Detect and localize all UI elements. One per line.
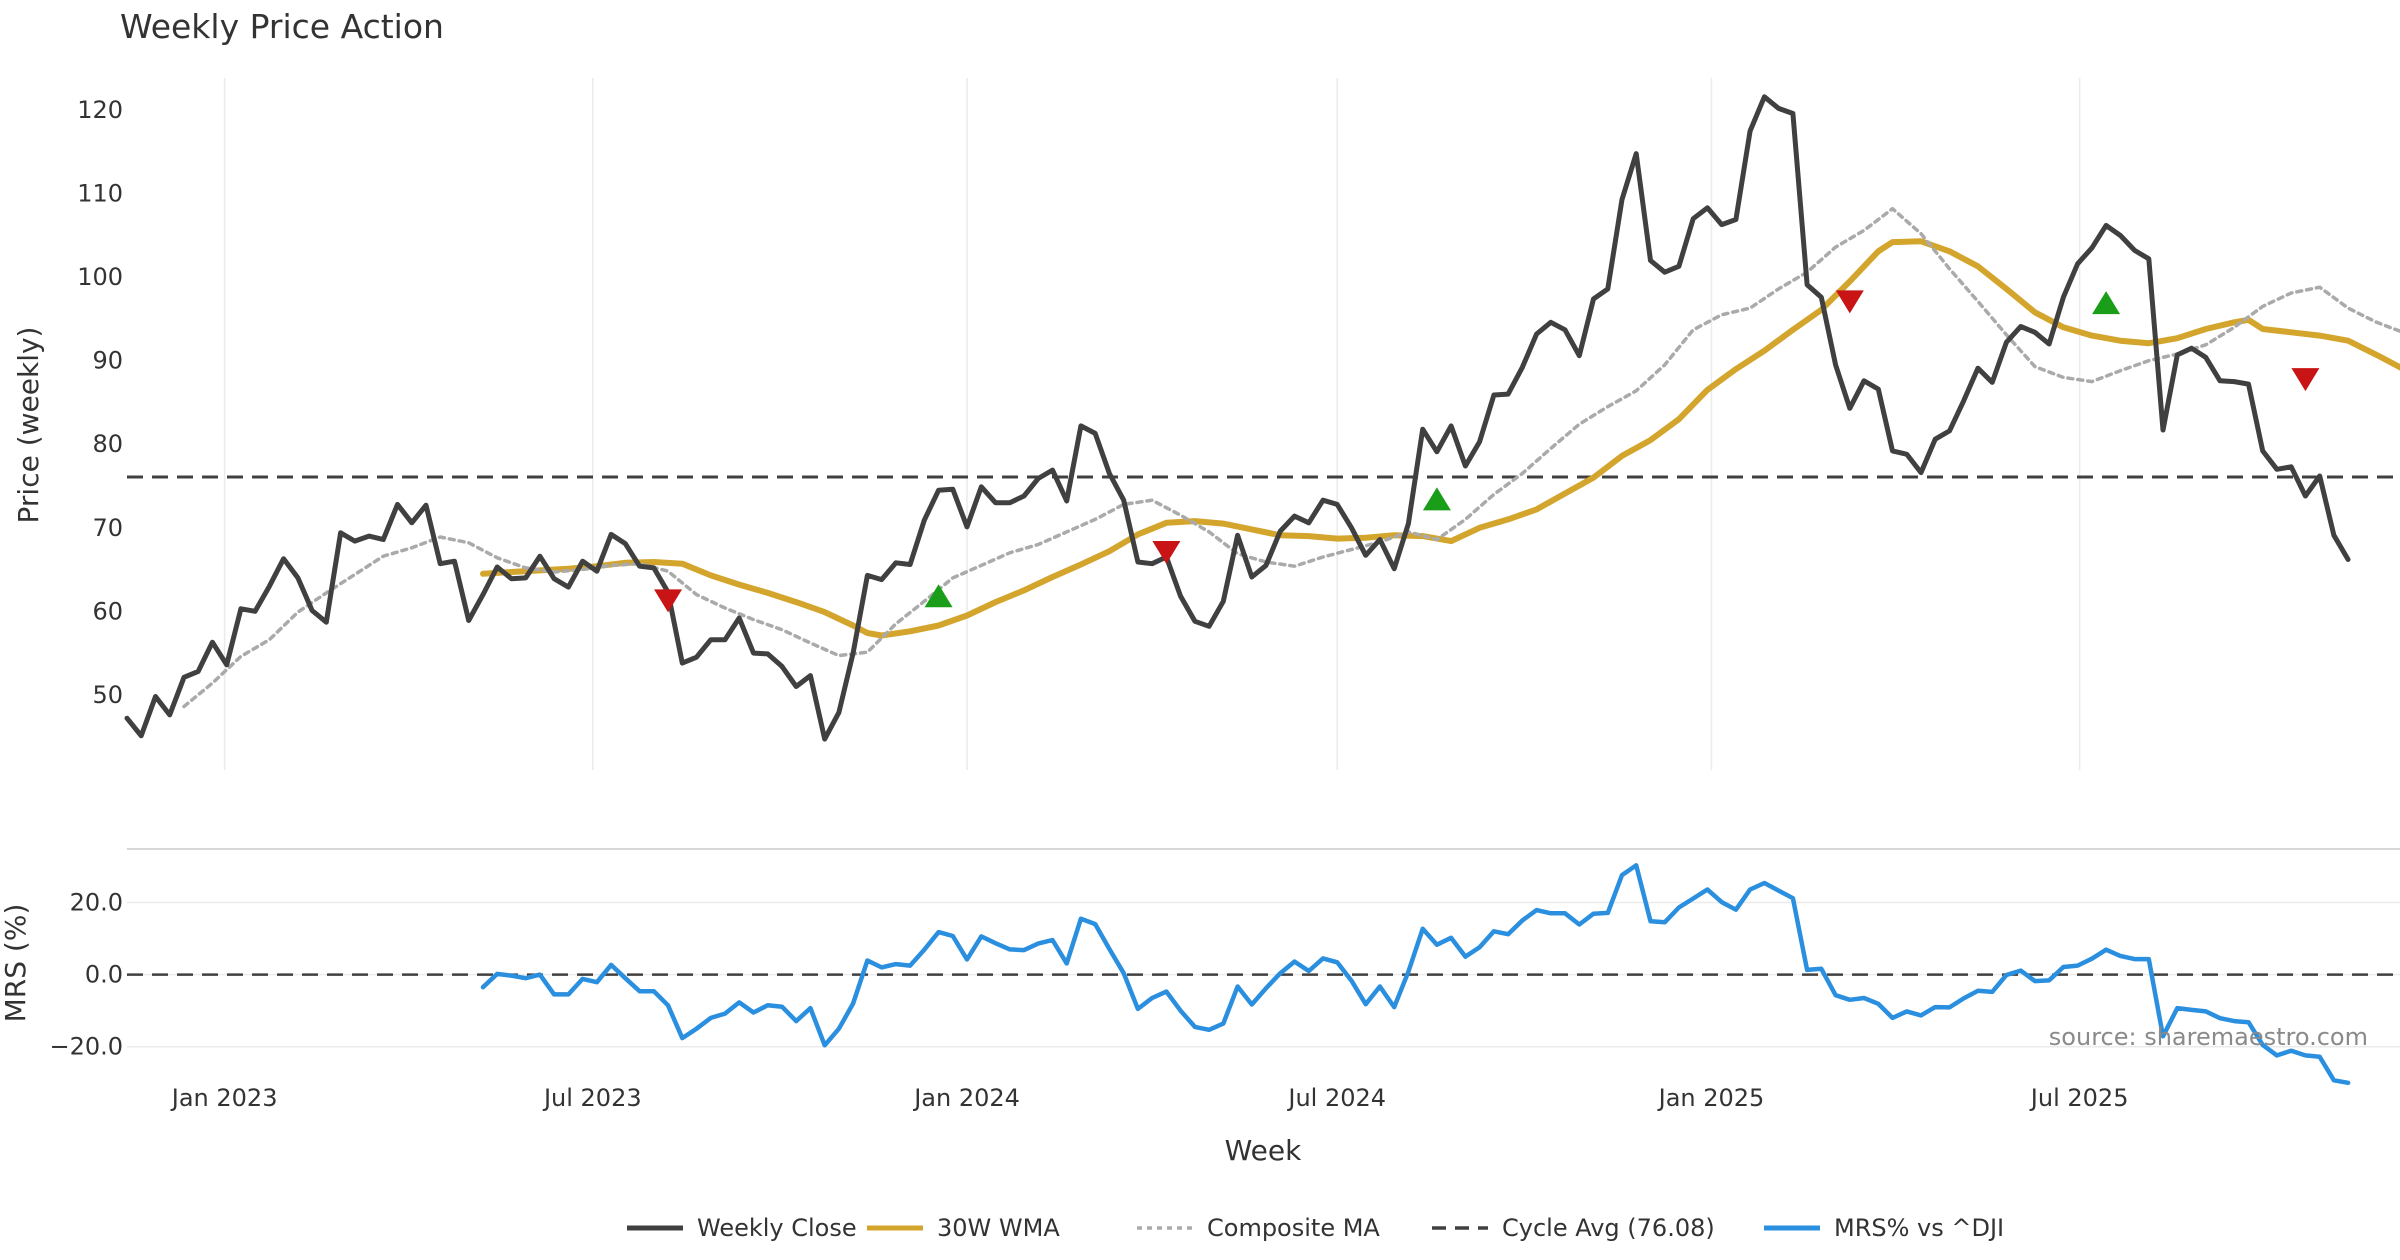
x-tick-label: Jan 2024 [912, 1084, 1020, 1112]
price-y-axis-label: Price (weekly) [12, 327, 45, 524]
chart-legend: Weekly Close 30W WMA Composite MA Cycle Avg… [627, 1214, 2004, 1242]
mrs-y-tick-label: 20.0 [70, 888, 123, 916]
price-y-tick-label: 110 [77, 180, 123, 208]
buy-signal-marker [924, 584, 953, 608]
sell-signal-marker [1152, 540, 1181, 564]
series-weekly-close [124, 94, 2351, 742]
mrs-y-tick-labels: 20.0 0.0 −20.0 [49, 888, 123, 1060]
price-y-tick-label: 50 [92, 681, 123, 709]
signal-markers [654, 290, 2320, 613]
chart-title: Weekly Price Action [120, 7, 444, 46]
x-tick-label: Jul 2025 [2029, 1084, 2129, 1112]
legend-label: 30W WMA [937, 1214, 1060, 1242]
legend-label: Weekly Close [697, 1214, 857, 1242]
sell-signal-marker [1835, 290, 1864, 314]
sell-signal-marker [2291, 368, 2320, 392]
x-axis-label: Week [1225, 1134, 1302, 1167]
mrs-y-tick-label: 0.0 [85, 961, 123, 989]
price-y-tick-label: 100 [77, 263, 123, 291]
x-tick-labels: Jan 2023 Jul 2023 Jan 2024 Jul 2024 Jan 2025… [170, 1084, 2129, 1112]
series-mrs-vs-dji [480, 863, 2351, 1086]
mrs-series-group [480, 863, 2351, 1086]
price-series-group [124, 94, 2400, 742]
price-y-tick-label: 120 [77, 96, 123, 124]
price-y-tick-label: 80 [92, 430, 123, 458]
price-y-tick-label: 60 [92, 597, 123, 625]
x-tick-label: Jul 2023 [542, 1084, 642, 1112]
mrs-y-axis-label: MRS (%) [0, 904, 32, 1023]
price-panel-gridlines [223, 78, 2081, 770]
legend-label: MRS% vs ^DJI [1834, 1214, 2004, 1242]
legend-label: Cycle Avg (76.08) [1502, 1214, 1715, 1242]
price-y-tick-labels: 50 60 70 80 90 100 110 120 [77, 96, 123, 709]
x-tick-label: Jul 2024 [1286, 1084, 1386, 1112]
legend-label: Composite MA [1207, 1214, 1380, 1242]
x-tick-label: Jan 2025 [1657, 1084, 1765, 1112]
price-y-tick-label: 90 [92, 347, 123, 375]
x-tick-label: Jan 2023 [170, 1084, 278, 1112]
price-y-tick-label: 70 [92, 514, 123, 542]
buy-signal-marker [2092, 291, 2121, 315]
buy-signal-marker [1422, 487, 1451, 511]
sell-signal-marker [654, 589, 683, 613]
source-note: source: sharemaestro.com [2049, 1023, 2368, 1051]
mrs-y-tick-label: −20.0 [49, 1033, 123, 1061]
series-30w-wma [480, 238, 2400, 639]
